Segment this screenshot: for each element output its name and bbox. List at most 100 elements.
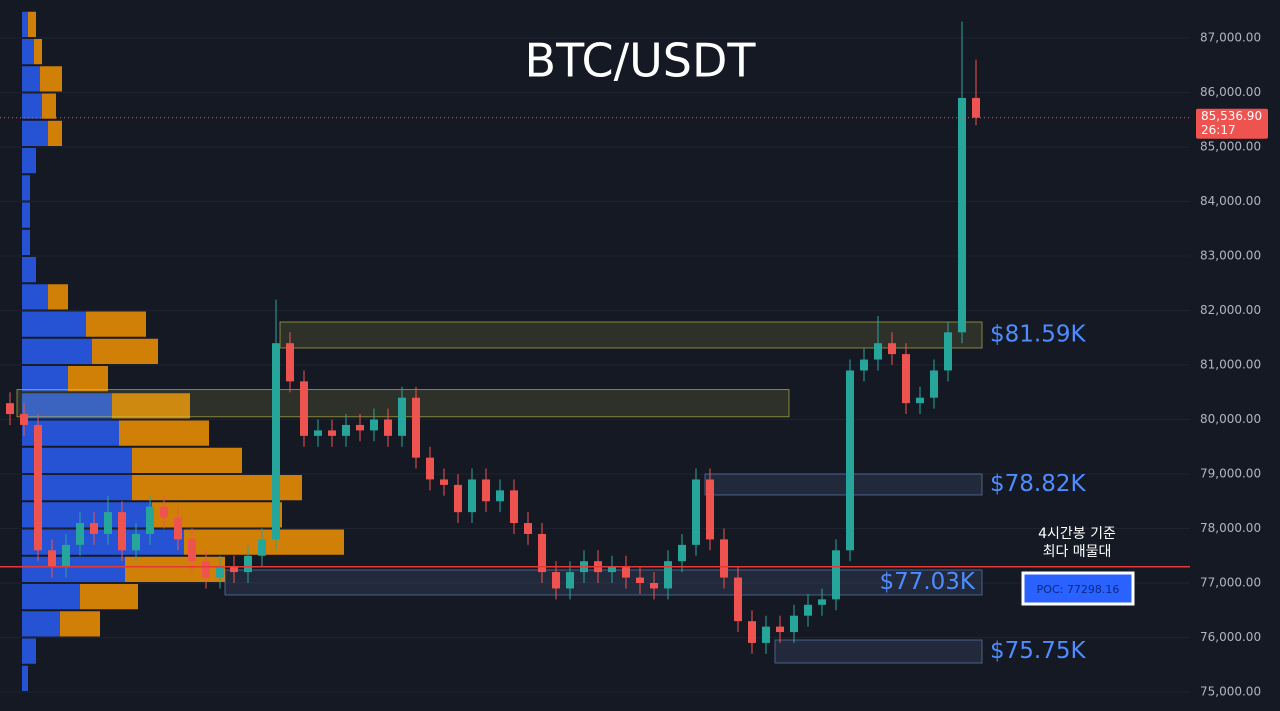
candle-body: [916, 397, 924, 404]
profile-sell: [34, 39, 42, 65]
y-tick-label: 80,000.00: [1200, 412, 1261, 426]
profile-buy: [22, 311, 86, 337]
candle-body: [524, 523, 532, 534]
y-tick-label: 82,000.00: [1200, 303, 1261, 317]
profile-buy: [22, 529, 184, 555]
profile-buy: [22, 93, 42, 119]
poc-label: POC: 77298.16: [1037, 583, 1120, 596]
candle-body: [902, 354, 910, 404]
zone-label: $81.59K: [990, 321, 1086, 347]
profile-buy: [22, 665, 28, 691]
profile-buy: [22, 11, 28, 37]
profile-sell: [112, 393, 190, 419]
candle-body: [34, 424, 42, 551]
profile-buy: [22, 393, 112, 419]
candle-body: [720, 539, 728, 578]
candle-body: [328, 430, 336, 436]
candle-body: [342, 424, 350, 436]
candle-body: [706, 479, 714, 540]
candle-body: [678, 544, 686, 562]
annotation: 4시간봉 기준: [1038, 526, 1116, 542]
profile-sell: [119, 420, 209, 446]
candle-body: [468, 479, 476, 513]
zone: [774, 639, 983, 664]
zone-label: $77.03K: [879, 569, 975, 595]
profile-buy: [22, 66, 40, 92]
candle-body: [734, 577, 742, 622]
candle-body: [48, 550, 56, 567]
candle-body: [104, 512, 112, 534]
candle-body: [300, 381, 308, 436]
candle-body: [90, 523, 98, 534]
candle-body: [804, 604, 812, 616]
candle-body: [76, 523, 84, 545]
profile-sell: [92, 338, 158, 364]
current-price-label: 85,536.90: [1201, 109, 1262, 123]
candle-body: [62, 544, 70, 567]
candle-body: [440, 479, 448, 485]
profile-buy: [22, 148, 36, 174]
candle-body: [356, 424, 364, 431]
annotation: 최다 매물대: [1043, 544, 1112, 560]
chart-title: BTC/USDT: [525, 34, 757, 88]
y-tick-label: 79,000.00: [1200, 467, 1261, 481]
zone: [279, 321, 983, 349]
candle-body: [426, 457, 434, 480]
candle-body: [762, 626, 770, 643]
candle-body: [286, 343, 294, 382]
profile-sell: [42, 93, 56, 119]
y-tick-label: 78,000.00: [1200, 521, 1261, 535]
candle-body: [860, 359, 868, 371]
candle-body: [888, 343, 896, 355]
candle-body: [384, 419, 392, 436]
countdown: 26:17: [1201, 123, 1236, 137]
zone: [704, 473, 983, 496]
zone-label: $78.82K: [990, 471, 1086, 497]
profile-sell: [28, 11, 36, 37]
candle-body: [608, 566, 616, 573]
candle-body: [482, 479, 490, 502]
candle-body: [972, 97, 980, 118]
candle-body: [790, 615, 798, 633]
candle-body: [874, 343, 882, 360]
y-tick-label: 77,000.00: [1200, 576, 1261, 590]
candle-body: [818, 599, 826, 605]
zone: [224, 569, 983, 596]
profile-sell: [132, 447, 242, 473]
profile-buy: [22, 338, 92, 364]
y-tick-label: 84,000.00: [1200, 194, 1261, 208]
y-tick-label: 83,000.00: [1200, 249, 1261, 263]
profile-sell: [68, 366, 108, 392]
poc-box: [1021, 571, 1135, 606]
zone-label: $75.75K: [990, 638, 1086, 664]
candle-body: [958, 97, 966, 333]
profile-buy: [22, 502, 152, 528]
profile-buy: [22, 175, 30, 201]
candle-body: [944, 332, 952, 371]
profile-sell: [40, 66, 62, 92]
candle-body: [650, 583, 658, 589]
candle-body: [748, 621, 756, 643]
candle-body: [258, 539, 266, 556]
candle-body: [20, 414, 28, 425]
y-tick-label: 75,000.00: [1200, 685, 1261, 699]
candle-body: [160, 506, 168, 518]
profile-buy: [22, 257, 36, 283]
candle-body: [314, 430, 322, 436]
candle-body: [272, 343, 280, 540]
y-tick-label: 81,000.00: [1200, 358, 1261, 372]
profile-buy: [22, 120, 48, 146]
candle-body: [832, 550, 840, 600]
candle-body: [636, 577, 644, 583]
zones: $81.59K $78.82K $77.03K $75.75K: [16, 321, 1086, 664]
candle-body: [118, 512, 126, 551]
candle-body: [412, 397, 420, 458]
profile-sell: [80, 584, 138, 610]
candle-body: [188, 539, 196, 562]
candle-body: [664, 561, 672, 589]
y-tick-label: 87,000.00: [1200, 31, 1261, 45]
profile-buy: [22, 39, 34, 65]
candle-body: [132, 533, 140, 551]
